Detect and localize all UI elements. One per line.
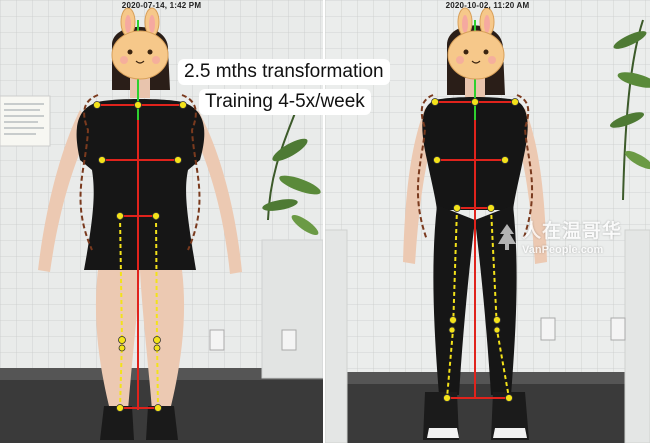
after-timestamp: 2020-10-02, 11:20 AM — [445, 1, 530, 10]
bunny-face-icon — [111, 7, 169, 80]
vanpeople-logo-icon — [498, 224, 516, 250]
joint-markers-before — [93, 101, 187, 412]
caption-transformation: 2.5 mths transformation — [178, 59, 390, 85]
panel-divider — [323, 0, 325, 443]
joint-markers-after — [431, 98, 519, 402]
watermark: 人在温哥华 VanPeople.com — [496, 216, 646, 270]
watermark-chinese-text: 人在温哥华 — [522, 221, 623, 242]
bunny-face-icon — [447, 7, 505, 80]
caption-training: Training 4-5x/week — [199, 89, 371, 115]
plant — [262, 99, 321, 236]
before-timestamp: 2020-07-14, 1:42 PM — [121, 1, 202, 10]
watermark-url: VanPeople.com — [522, 244, 604, 256]
plant — [609, 19, 650, 201]
